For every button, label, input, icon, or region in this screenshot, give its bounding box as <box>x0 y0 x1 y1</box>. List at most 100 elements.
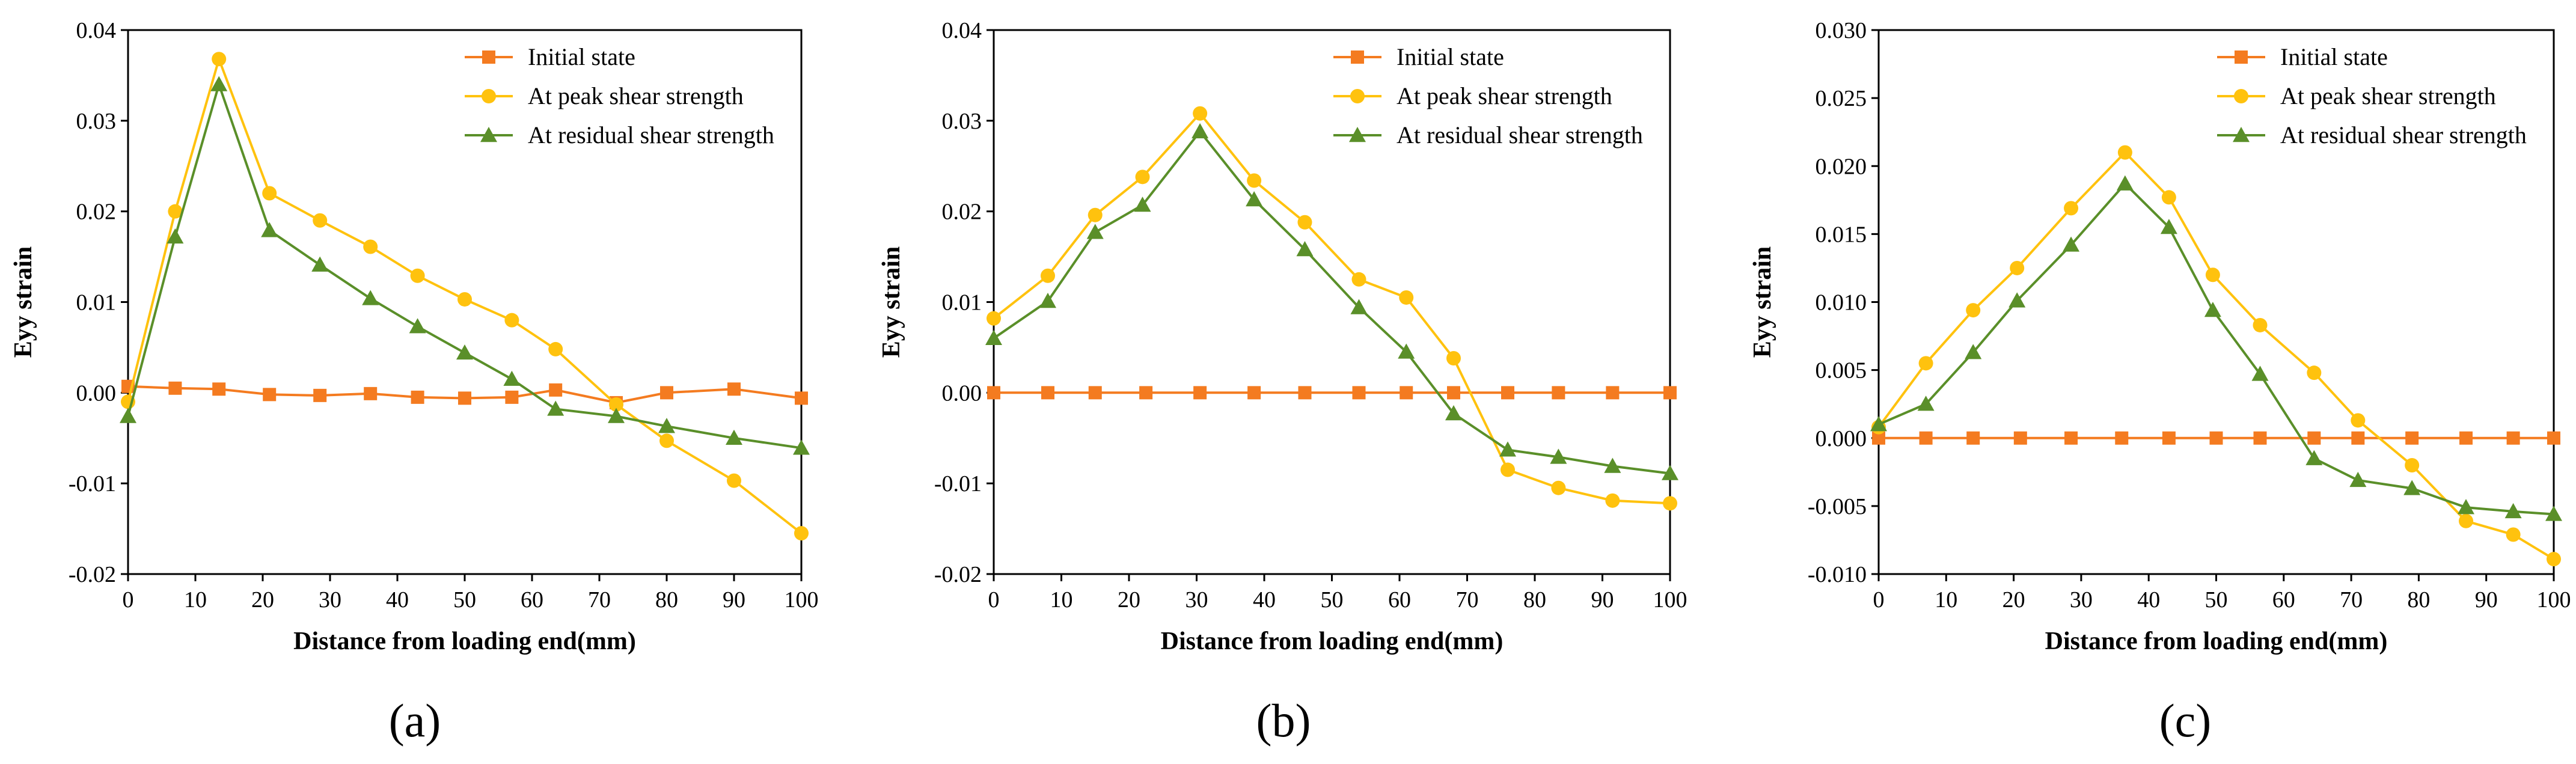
data-point <box>1399 290 1414 305</box>
series-line <box>1877 150 2555 560</box>
data-point <box>2160 219 2177 234</box>
data-point <box>547 400 564 416</box>
data-point <box>1966 303 1981 318</box>
legend-label: At residual shear strength <box>528 121 774 148</box>
y-tick-label: -0.01 <box>69 471 116 497</box>
y-tick-label: 0.03 <box>76 109 117 134</box>
data-point <box>1041 386 1054 400</box>
data-point <box>505 390 519 404</box>
data-point <box>2064 431 2078 445</box>
panel-label: (b) <box>1256 694 1311 747</box>
data-point <box>1662 465 1678 480</box>
data-point <box>2459 431 2473 445</box>
panel-label: (a) <box>389 694 441 747</box>
panel-label: (c) <box>2159 694 2212 747</box>
data-point <box>2063 236 2080 252</box>
data-point <box>167 228 184 244</box>
data-point <box>2305 450 2323 465</box>
data-point <box>2116 175 2134 191</box>
data-point <box>2405 458 2420 472</box>
data-point <box>1965 344 1982 359</box>
data-point <box>1606 386 1620 400</box>
data-point <box>2351 431 2365 445</box>
y-tick-label: 0.030 <box>1816 18 1867 43</box>
data-point <box>1501 462 1515 477</box>
y-tick-label: 0.04 <box>942 18 982 43</box>
series-3 <box>985 123 1678 480</box>
x-tick-label: 70 <box>2340 587 2363 613</box>
data-point <box>1918 356 1933 371</box>
data-point <box>987 386 1000 400</box>
data-point <box>1247 173 1262 188</box>
legend-marker <box>482 89 496 103</box>
x-tick-label: 60 <box>521 587 543 613</box>
data-point <box>1917 396 1935 411</box>
data-point <box>1246 191 1263 207</box>
y-tick-label: 0.005 <box>1816 358 1867 384</box>
legend-marker <box>1351 50 1364 64</box>
x-tick-label: 10 <box>184 587 207 613</box>
x-tick-label: 30 <box>2070 587 2093 613</box>
legend-label: At residual shear strength <box>2280 121 2527 148</box>
data-point <box>985 329 1002 346</box>
y-tick-label: 0.01 <box>76 290 117 316</box>
series-2 <box>121 52 809 541</box>
data-point <box>2253 431 2267 445</box>
legend-marker <box>480 127 497 142</box>
data-point <box>503 370 521 386</box>
data-point <box>363 239 378 254</box>
legend-label: At peak shear strength <box>2280 82 2496 109</box>
legend: Initial state At peak shear strength At re… <box>465 43 774 148</box>
data-point <box>1296 241 1314 257</box>
series-line <box>993 129 1671 475</box>
data-point <box>210 76 228 91</box>
x-tick-label: 30 <box>319 587 341 613</box>
data-point <box>504 313 519 328</box>
data-point <box>608 408 625 423</box>
data-point <box>2204 302 2221 317</box>
series-1 <box>1872 431 2560 445</box>
data-point <box>1445 405 1462 421</box>
data-point <box>726 429 742 445</box>
y-tick-label: 0.025 <box>1816 86 1867 111</box>
legend-label: Initial state <box>1397 43 1504 70</box>
legend-marker <box>2233 127 2250 142</box>
x-tick-label: 50 <box>2205 587 2228 613</box>
data-point <box>2405 431 2419 445</box>
data-point <box>364 387 378 400</box>
x-tick-label: 60 <box>2272 587 2295 613</box>
y-tick-label: 0.000 <box>1816 426 1867 451</box>
x-tick-label: 40 <box>2137 587 2160 613</box>
data-point <box>311 256 329 272</box>
data-point <box>409 318 426 334</box>
x-tick-label: 90 <box>1591 587 1614 613</box>
y-tick-label: 0.00 <box>76 380 117 406</box>
data-point <box>168 204 183 219</box>
data-point <box>2545 506 2562 521</box>
x-tick-label: 20 <box>1118 587 1140 613</box>
data-point <box>2209 431 2223 445</box>
data-point <box>2459 513 2474 528</box>
data-point <box>1919 431 1933 445</box>
data-point <box>1247 386 1261 400</box>
data-point <box>458 391 471 405</box>
data-point <box>2458 499 2475 515</box>
x-tick-label: 80 <box>2407 587 2430 613</box>
data-point <box>2008 292 2026 308</box>
data-point <box>1447 386 1460 400</box>
data-point <box>1552 386 1565 400</box>
x-tick-label: 100 <box>1653 587 1687 613</box>
data-point <box>659 433 674 448</box>
data-point <box>727 473 741 488</box>
x-tick-label: 30 <box>1186 587 1208 613</box>
y-tick-label: 0.010 <box>1816 290 1867 316</box>
data-point <box>263 388 277 402</box>
x-tick-label: 90 <box>2475 587 2498 613</box>
data-point <box>2162 431 2176 445</box>
x-tick-label: 10 <box>1935 587 1957 613</box>
data-point <box>1605 493 1620 508</box>
y-tick-label: -0.01 <box>934 471 982 497</box>
series-line <box>1878 182 2554 516</box>
y-tick-label: -0.02 <box>69 562 116 587</box>
x-tick-label: 70 <box>1456 587 1479 613</box>
